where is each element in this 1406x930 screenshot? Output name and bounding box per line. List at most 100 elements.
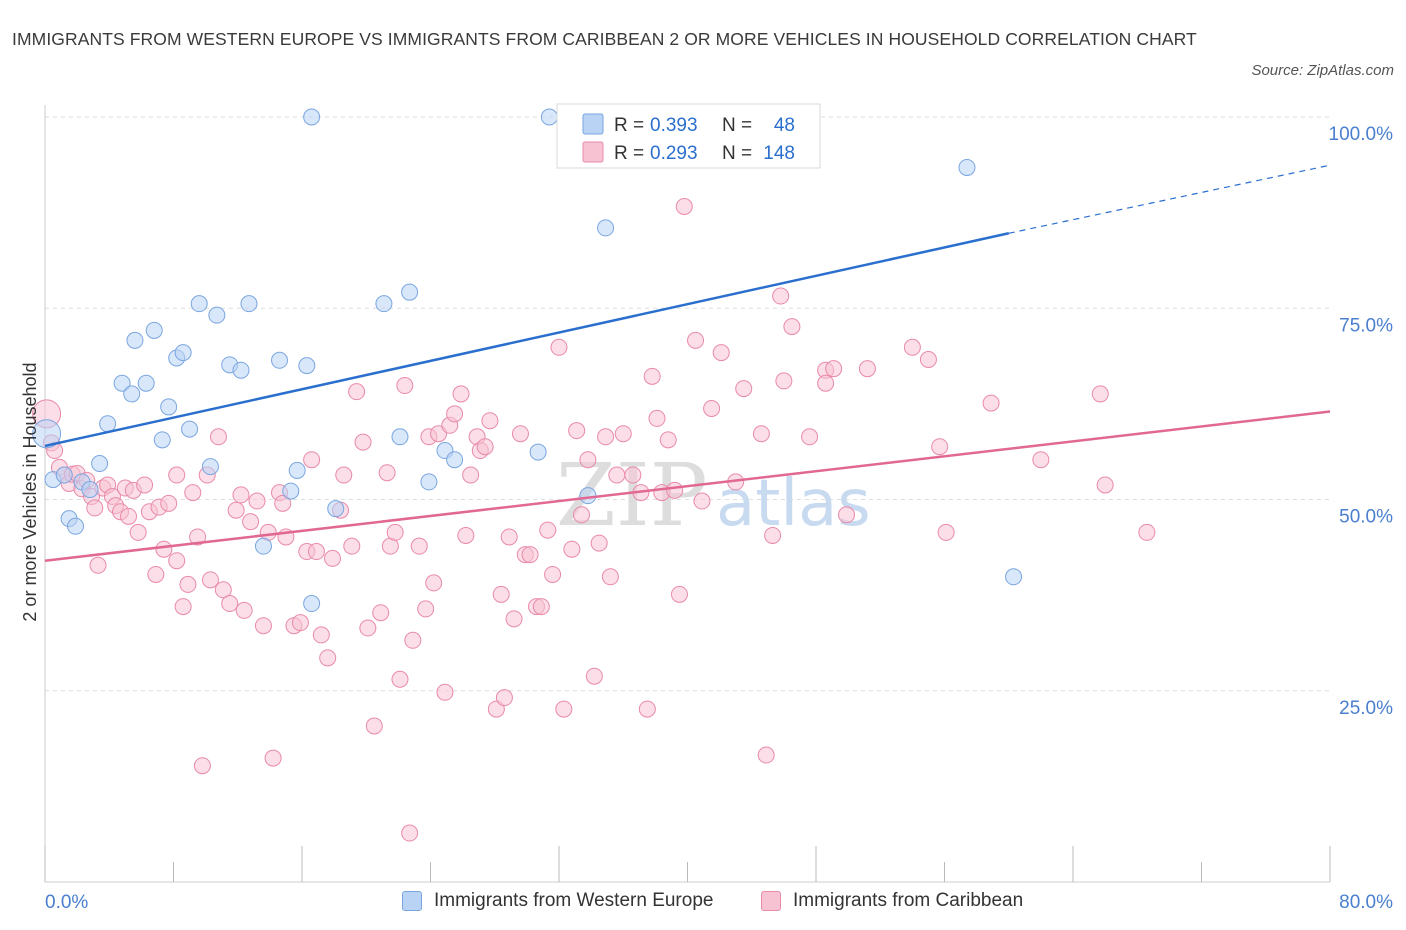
caribbean-point — [214, 581, 232, 599]
caribbean-point — [670, 585, 688, 603]
legend-r-label-blue: R = — [614, 115, 644, 136]
caribbean-point — [982, 394, 1000, 412]
caribbean-point — [495, 689, 513, 707]
caribbean-point — [242, 513, 260, 531]
caribbean-point — [232, 486, 250, 504]
caribbean-point — [307, 543, 325, 561]
western-europe-point — [113, 374, 131, 392]
y-tick-label: 75.0% — [1339, 315, 1393, 336]
caribbean-point — [436, 683, 454, 701]
caribbean-point — [521, 546, 539, 564]
y-tick-labels: 25.0% 50.0% 75.0% 100.0% — [1329, 124, 1394, 719]
caribbean-point — [757, 746, 775, 764]
caribbean-point — [532, 598, 550, 616]
y-tick-label: 100.0% — [1329, 124, 1394, 145]
western-europe-point — [201, 458, 219, 476]
western-europe-point — [303, 108, 321, 126]
western-europe-point — [160, 398, 178, 416]
western-europe-point — [303, 595, 321, 613]
caribbean-point — [264, 749, 282, 767]
trend-line-caribbean — [44, 410, 1331, 562]
trend-line-western-europe-extension — [1008, 164, 1331, 234]
caribbean-point — [931, 438, 949, 456]
caribbean-point — [1032, 451, 1050, 469]
pink-series — [32, 198, 1156, 842]
caribbean-point — [401, 824, 419, 842]
caribbean-point — [1096, 476, 1114, 494]
legend-n-label-pink: N = — [722, 143, 752, 164]
western-europe-point — [32, 419, 62, 449]
caribbean-point — [343, 537, 361, 555]
caribbean-point — [147, 565, 165, 583]
western-europe-point — [446, 451, 464, 469]
y-tick-label: 25.0% — [1339, 698, 1393, 719]
caribbean-point — [391, 670, 409, 688]
legend-item-western-europe[interactable]: Immigrants from Western Europe — [402, 890, 713, 912]
caribbean-point — [659, 431, 677, 449]
caribbean-point — [643, 367, 661, 385]
caribbean-point — [168, 466, 186, 484]
caribbean-point — [735, 380, 753, 398]
y-tick-label: 50.0% — [1339, 507, 1393, 528]
caribbean-point — [687, 331, 705, 349]
caribbean-point — [555, 700, 573, 718]
caribbean-point — [160, 494, 178, 512]
caribbean-point — [417, 600, 435, 618]
caribbean-point — [505, 610, 523, 628]
legend-label-western-europe: Immigrants from Western Europe — [434, 890, 714, 911]
western-europe-point — [271, 351, 289, 369]
western-europe-point — [153, 431, 171, 449]
caribbean-point — [858, 360, 876, 378]
caribbean-point — [1091, 385, 1109, 403]
legend-swatch-pink — [582, 141, 604, 163]
legend-swatch-caribbean — [761, 891, 781, 911]
caribbean-point — [189, 528, 207, 546]
legend-swatch-western-europe — [402, 891, 422, 911]
caribbean-point — [462, 466, 480, 484]
caribbean-point — [608, 466, 626, 484]
western-europe-point — [327, 500, 345, 518]
chart-title: IMMIGRANTS FROM WESTERN EUROPE VS IMMIGR… — [12, 29, 1197, 49]
caribbean-point — [274, 494, 292, 512]
caribbean-point — [937, 523, 955, 541]
caribbean-point — [500, 528, 518, 546]
caribbean-point — [303, 451, 321, 469]
caribbean-point — [193, 757, 211, 775]
western-europe-point — [298, 357, 316, 375]
caribbean-point — [209, 428, 227, 446]
caribbean-point — [511, 425, 529, 443]
caribbean-point — [568, 422, 586, 440]
caribbean-point — [179, 575, 197, 593]
caribbean-point — [452, 385, 470, 403]
caribbean-point — [666, 481, 684, 499]
caribbean-point — [703, 399, 721, 417]
caribbean-point — [348, 383, 366, 401]
caribbean-point — [675, 198, 693, 216]
caribbean-point — [372, 604, 390, 622]
caribbean-point — [291, 614, 309, 632]
caribbean-point — [903, 338, 921, 356]
caribbean-point — [544, 565, 562, 583]
western-europe-point — [81, 481, 99, 499]
western-europe-point — [529, 443, 547, 461]
western-europe-point — [401, 283, 419, 301]
western-europe-point — [1005, 568, 1023, 586]
western-europe-point — [254, 537, 272, 555]
caribbean-point — [120, 507, 138, 525]
legend-item-caribbean[interactable]: Immigrants from Caribbean — [761, 890, 1023, 912]
caribbean-point — [254, 617, 272, 635]
caribbean-point — [563, 540, 581, 558]
caribbean-point — [324, 549, 342, 567]
western-europe-point — [190, 295, 208, 313]
western-europe-point — [208, 306, 226, 324]
legend-n-value-blue: 48 — [774, 115, 795, 136]
western-europe-point — [181, 420, 199, 438]
western-europe-point — [99, 415, 117, 433]
legend-label-caribbean: Immigrants from Caribbean — [793, 890, 1024, 911]
western-europe-point — [375, 295, 393, 313]
western-europe-point — [232, 361, 250, 379]
caribbean-point — [129, 523, 147, 541]
western-europe-point — [126, 331, 144, 349]
caribbean-point — [168, 552, 186, 570]
